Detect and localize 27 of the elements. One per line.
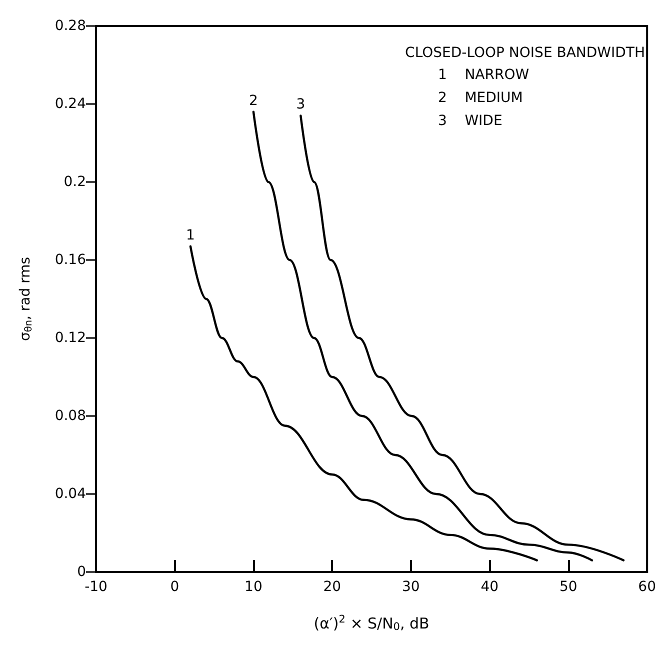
legend-title: CLOSED-LOOP NOISE BANDWIDTH: [405, 45, 646, 61]
annotation: 3 WIDE: [438, 113, 502, 129]
x-tick-label: 50: [559, 579, 578, 595]
x-tick-label: 0: [170, 579, 180, 595]
annotation: 1 NARROW: [438, 67, 530, 83]
line-series: [252, 110, 594, 562]
y-tick-label: 0.12: [54, 330, 86, 346]
y-tick-label: 0.04: [54, 486, 86, 502]
series-label: 1: [186, 227, 195, 244]
y-tick-label: 0.16: [54, 252, 86, 268]
y-axis-title: σθn, rad rms: [18, 256, 34, 342]
x-tick-label: 20: [323, 579, 342, 595]
line-series: [300, 114, 625, 562]
line-series: [189, 245, 538, 562]
x-tick-label: 40: [480, 579, 499, 595]
y-tick-label: 0: [77, 564, 86, 580]
y-tick-label: 0.28: [54, 18, 86, 34]
y-tick-label: 0.24: [54, 96, 86, 112]
y-tick-label: 0.2: [64, 174, 86, 190]
x-tick-label: 30: [402, 579, 420, 595]
y-tick-label: 0.08: [54, 408, 86, 424]
x-tick-label: 10: [244, 579, 262, 595]
series-label: 3: [296, 96, 306, 113]
x-tick-label: 60: [638, 579, 656, 595]
x-tick-label: -10: [84, 579, 108, 595]
series-label: 2: [248, 92, 258, 109]
annotation: 2 MEDIUM: [438, 90, 523, 106]
